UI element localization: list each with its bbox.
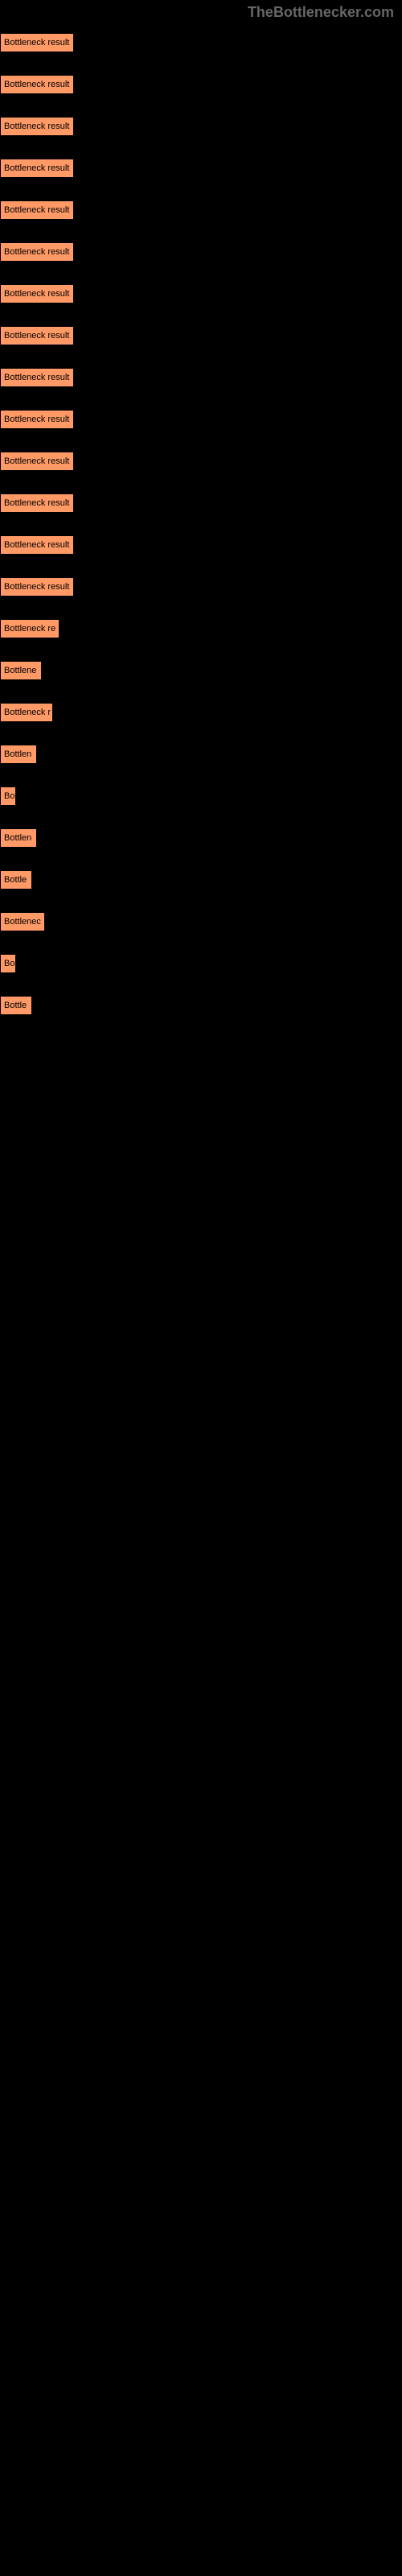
bar: Bottleneck result — [0, 75, 74, 94]
bar-row: Bottleneck result — [0, 75, 402, 94]
bar-row: Bottlenec — [0, 912, 402, 931]
bar: Bottleneck result — [0, 452, 74, 471]
bar: Bottlenec — [0, 912, 45, 931]
bar: Bottleneck r — [0, 703, 53, 722]
bar: Bottleneck result — [0, 200, 74, 220]
bar-row: Bo — [0, 954, 402, 973]
bar-row: Bottlen — [0, 828, 402, 848]
bar-row: Bottleneck r — [0, 703, 402, 722]
bar-row: Bottleneck result — [0, 368, 402, 387]
bar: Bottleneck result — [0, 284, 74, 303]
bar: Bottleneck result — [0, 33, 74, 52]
bar-row: Bottleneck result — [0, 535, 402, 555]
bar: Bottleneck result — [0, 242, 74, 262]
bar: Bo — [0, 786, 16, 806]
bar: Bottleneck re — [0, 619, 59, 638]
bar-row: Bottleneck re — [0, 619, 402, 638]
bar: Bottle — [0, 870, 32, 890]
bar: Bottleneck result — [0, 159, 74, 178]
bar-row: Bottleneck result — [0, 326, 402, 345]
bar: Bottlen — [0, 745, 37, 764]
bar: Bottleneck result — [0, 535, 74, 555]
bar-row: Bottleneck result — [0, 493, 402, 513]
bar-row: Bottleneck result — [0, 410, 402, 429]
bar-row: Bottleneck result — [0, 200, 402, 220]
bar-row: Bottlene — [0, 661, 402, 680]
bar-row: Bottleneck result — [0, 284, 402, 303]
bar: Bottleneck result — [0, 326, 74, 345]
site-title: TheBottlenecker.com — [248, 4, 394, 20]
bar: Bottleneck result — [0, 368, 74, 387]
bar: Bottleneck result — [0, 410, 74, 429]
bar: Bottleneck result — [0, 577, 74, 597]
bar-row: Bottleneck result — [0, 159, 402, 178]
bar-row: Bo — [0, 786, 402, 806]
bar-chart: Bottleneck result Bottleneck result Bottle… — [0, 25, 402, 1046]
header: TheBottlenecker.com — [0, 0, 402, 25]
bar: Bottle — [0, 996, 32, 1015]
bar: Bottlen — [0, 828, 37, 848]
bar: Bo — [0, 954, 16, 973]
bar-row: Bottleneck result — [0, 452, 402, 471]
bar-row: Bottleneck result — [0, 577, 402, 597]
bar-row: Bottle — [0, 870, 402, 890]
bar-row: Bottlen — [0, 745, 402, 764]
bar: Bottleneck result — [0, 117, 74, 136]
bar-row: Bottleneck result — [0, 242, 402, 262]
bar: Bottlene — [0, 661, 42, 680]
bar-row: Bottle — [0, 996, 402, 1015]
bar: Bottleneck result — [0, 493, 74, 513]
bar-row: Bottleneck result — [0, 33, 402, 52]
bar-row: Bottleneck result — [0, 117, 402, 136]
